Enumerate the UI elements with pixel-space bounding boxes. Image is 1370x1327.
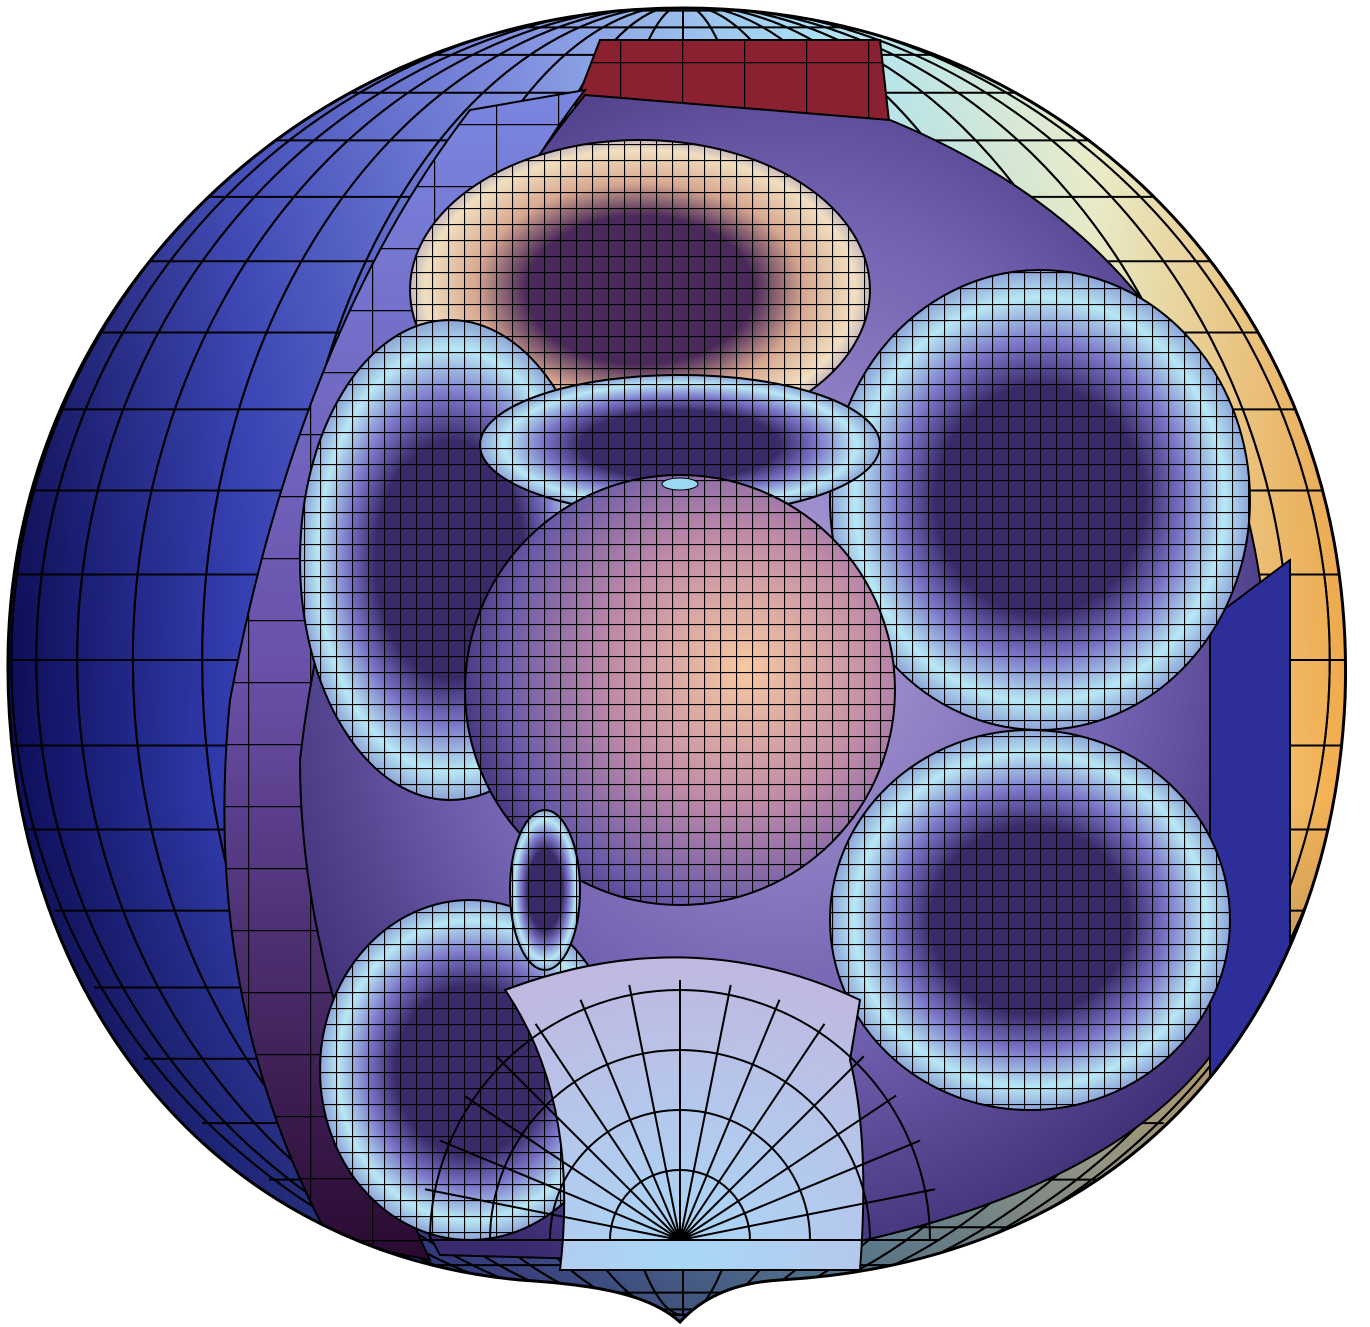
ring [429,989,931,1241]
outline [6,6,1348,1325]
inner-wall-right [1209,558,1291,1083]
cut-strip-grid [224,90,585,1260]
tube-end-mesh [510,810,580,970]
torus-mesh [830,270,1250,730]
pole [661,477,699,491]
plate-rays [420,980,940,1241]
meridian [10,8,1346,1316]
ring [489,1049,871,1241]
torus-mesh [480,375,880,515]
ring [609,1169,751,1241]
center-ball [464,474,896,971]
ball-mesh [465,475,895,905]
tori [299,139,1251,1241]
bottom-plate [420,956,940,1271]
ring [549,1109,811,1241]
torus-mesh [830,730,1230,1110]
